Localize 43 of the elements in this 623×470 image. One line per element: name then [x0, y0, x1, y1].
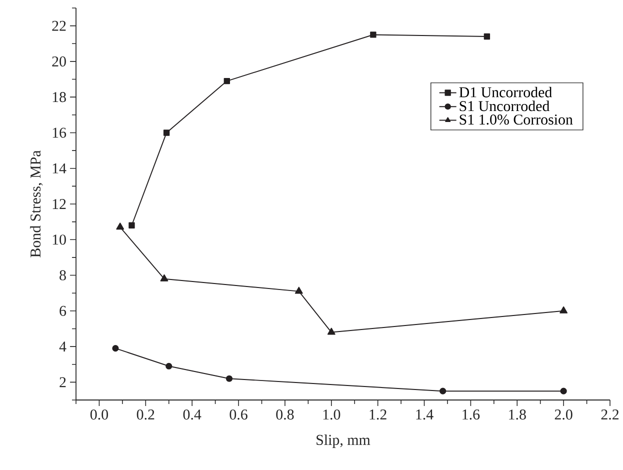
y-tick-label: 12 — [52, 199, 66, 209]
legend-label: S1 1.0% Corrosion — [460, 114, 573, 125]
point — [440, 388, 446, 394]
y-tick-label: 18 — [52, 92, 66, 102]
x-tick-label: 1.0 — [323, 410, 340, 420]
y-tick-label: 20 — [52, 56, 66, 66]
point — [128, 222, 135, 228]
y-tick-label: 2 — [60, 377, 66, 388]
point — [166, 362, 172, 370]
y-tick-label: 14 — [52, 163, 66, 174]
y-tick-label: 4 — [59, 342, 66, 352]
point — [327, 328, 336, 335]
y-tick-label: 8 — [60, 270, 66, 280]
y-tick-label: 22 — [52, 20, 66, 31]
x-tick-label: 1.2 — [370, 410, 386, 420]
x-tick-label: 0.2 — [136, 410, 154, 420]
y-tick-label: 6 — [60, 306, 66, 316]
y-tick-label: 10 — [52, 234, 66, 245]
point — [294, 286, 303, 294]
y-tick-label: 16 — [52, 128, 66, 138]
point — [112, 345, 119, 352]
point — [560, 306, 568, 314]
x-tick-label: 0.4 — [183, 410, 202, 420]
x-tick-label: 0.0 — [90, 410, 108, 420]
x-tick-label: 1.6 — [462, 410, 480, 420]
x-tick-label: 1.4 — [416, 410, 434, 420]
point — [226, 375, 233, 382]
point — [160, 274, 168, 282]
legend-label: D1 Uncorroded — [459, 86, 552, 98]
point — [560, 388, 567, 394]
legend-label: S1 Uncorroded — [460, 100, 550, 112]
point — [116, 222, 124, 230]
x-tick-label: 2.0 — [554, 410, 572, 420]
y-axis-title: Bond Stress, MPa — [30, 150, 43, 258]
x-axis-title: Slip, mm — [316, 434, 370, 448]
point — [484, 33, 490, 40]
x-tick-label: 1.8 — [509, 410, 526, 420]
point — [163, 130, 170, 136]
x-tick-label: 2.2 — [601, 410, 619, 420]
point — [370, 32, 376, 38]
x-tick-label: 0.8 — [276, 410, 294, 420]
point — [224, 78, 230, 84]
x-tick-label: 0.6 — [230, 410, 248, 420]
